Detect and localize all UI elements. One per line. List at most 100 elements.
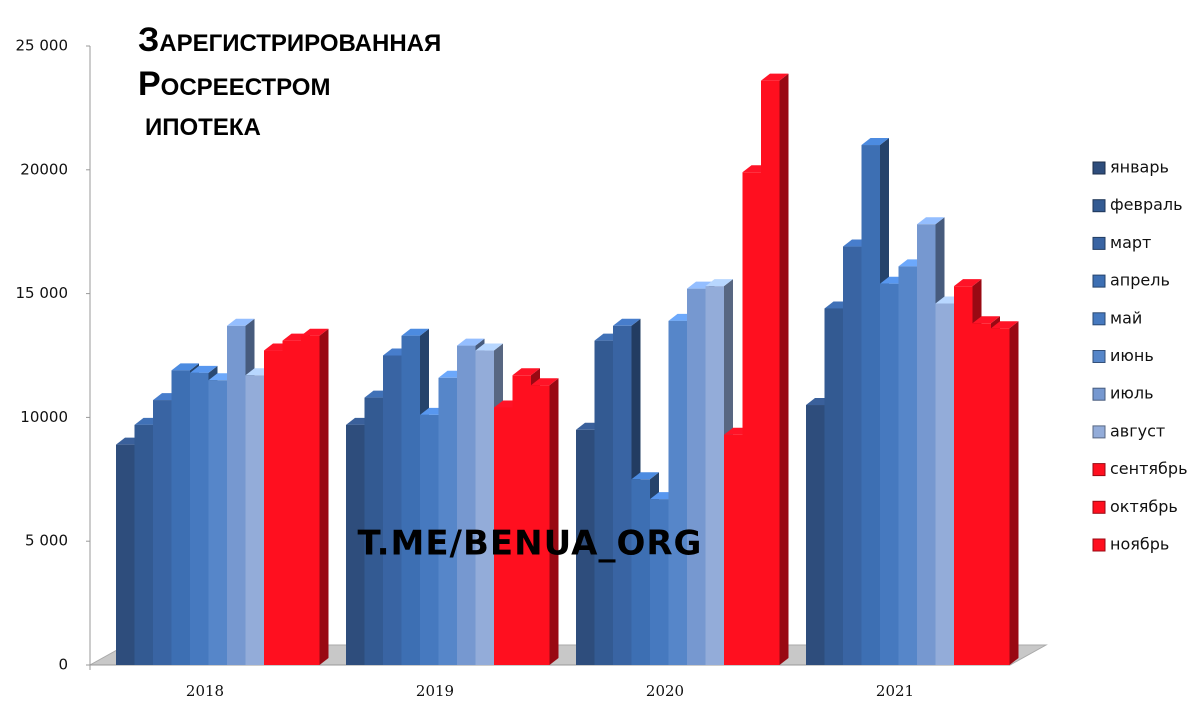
legend-swatch (1092, 387, 1106, 401)
bar-front (208, 380, 227, 665)
bar-front (972, 323, 991, 665)
legend-label: ноябрь (1110, 535, 1169, 554)
bar-front (613, 325, 632, 665)
legend-label: июнь (1110, 346, 1154, 365)
bar-front (475, 350, 494, 665)
bar-top (991, 321, 1019, 329)
bar-top (917, 217, 945, 225)
bar-front (843, 246, 862, 665)
legend-label: октябрь (1110, 497, 1178, 516)
bar-front (420, 414, 439, 665)
legend-swatch (1092, 161, 1106, 175)
bar-front (227, 325, 246, 665)
bar-top (531, 378, 559, 386)
bar-side (779, 73, 789, 665)
bar-front (668, 320, 687, 665)
bar-front (383, 355, 402, 665)
bar-front (935, 303, 954, 665)
legend-label: июль (1110, 384, 1154, 403)
bar-front (742, 172, 761, 665)
bar-front (153, 400, 172, 665)
bar-top (631, 472, 659, 480)
bar-side (319, 328, 329, 665)
bar-front (301, 335, 320, 665)
bar-front (116, 444, 135, 665)
legend-swatch (1092, 463, 1106, 477)
x-tick-label: 2018 (186, 682, 224, 700)
bar-front (264, 350, 283, 665)
legend-swatch (1092, 312, 1106, 326)
bar-top (972, 316, 1000, 324)
bar-top (475, 343, 503, 351)
x-tick-label: 2021 (876, 682, 914, 700)
bar-front (898, 266, 917, 665)
x-tick-label: 2020 (646, 682, 684, 700)
bar-front (457, 345, 476, 665)
y-tick-label: 10000 (20, 408, 68, 426)
bar-top (512, 368, 540, 376)
bar-front (438, 377, 457, 665)
bar-front (724, 434, 743, 665)
bar-top (171, 363, 199, 371)
bar-top (190, 365, 218, 373)
bar-front (512, 375, 531, 665)
bar-front (594, 340, 613, 665)
chart-title: ипотека (145, 105, 261, 143)
bar-front (991, 328, 1010, 665)
bar-front (824, 308, 843, 665)
bar-front (631, 479, 650, 665)
y-tick-label: 20000 (20, 160, 68, 178)
y-tick-label: 15 000 (16, 284, 69, 302)
legend-swatch (1092, 350, 1106, 363)
bar-side (549, 378, 559, 665)
bar-front (134, 424, 153, 665)
bar-front (954, 286, 973, 665)
bar-front (245, 375, 264, 665)
bar-front (364, 397, 383, 665)
legend-label: апрель (1110, 271, 1170, 290)
bar-front (494, 407, 513, 665)
bar-front (650, 499, 669, 665)
legend-label: май (1110, 308, 1142, 327)
bar-top (227, 318, 255, 326)
bar-top (761, 73, 789, 81)
bar-front (705, 286, 724, 665)
bar-front (190, 372, 209, 665)
legend-swatch (1092, 425, 1106, 439)
legend-swatch (1092, 500, 1106, 514)
bar-top (301, 328, 329, 336)
bar-front (401, 335, 420, 665)
legend-label: сентябрь (1110, 459, 1188, 478)
bar-front (806, 405, 825, 665)
bar (991, 321, 1019, 665)
bar-top (457, 338, 485, 346)
bar-front (171, 370, 190, 665)
bar-front (576, 429, 595, 665)
bar-top (401, 328, 429, 336)
y-tick-label: 25 000 (16, 37, 69, 55)
bar-front (346, 424, 365, 665)
legend-label: август (1110, 421, 1165, 440)
bar-front (861, 145, 880, 666)
bar (531, 378, 559, 665)
bar-front (917, 224, 936, 665)
bar-side (1009, 321, 1019, 665)
chart-title: Росреестром (138, 65, 330, 103)
bar (761, 73, 789, 665)
bar-front (531, 385, 550, 665)
bar-top (861, 138, 889, 146)
legend-label: январь (1110, 158, 1169, 177)
bar-front (761, 80, 780, 665)
legend-swatch (1092, 274, 1106, 288)
bar-front (687, 288, 706, 665)
watermark: T.ME/BENUA_ORG (358, 524, 703, 564)
legend-label: февраль (1110, 195, 1183, 214)
chart-title: Зарегистрированная (138, 21, 441, 59)
bar-front (880, 283, 899, 665)
legend-swatch (1092, 199, 1106, 213)
bar-front (282, 340, 301, 665)
bar (301, 328, 329, 665)
bar-top (613, 318, 641, 326)
bar-top (705, 279, 733, 287)
